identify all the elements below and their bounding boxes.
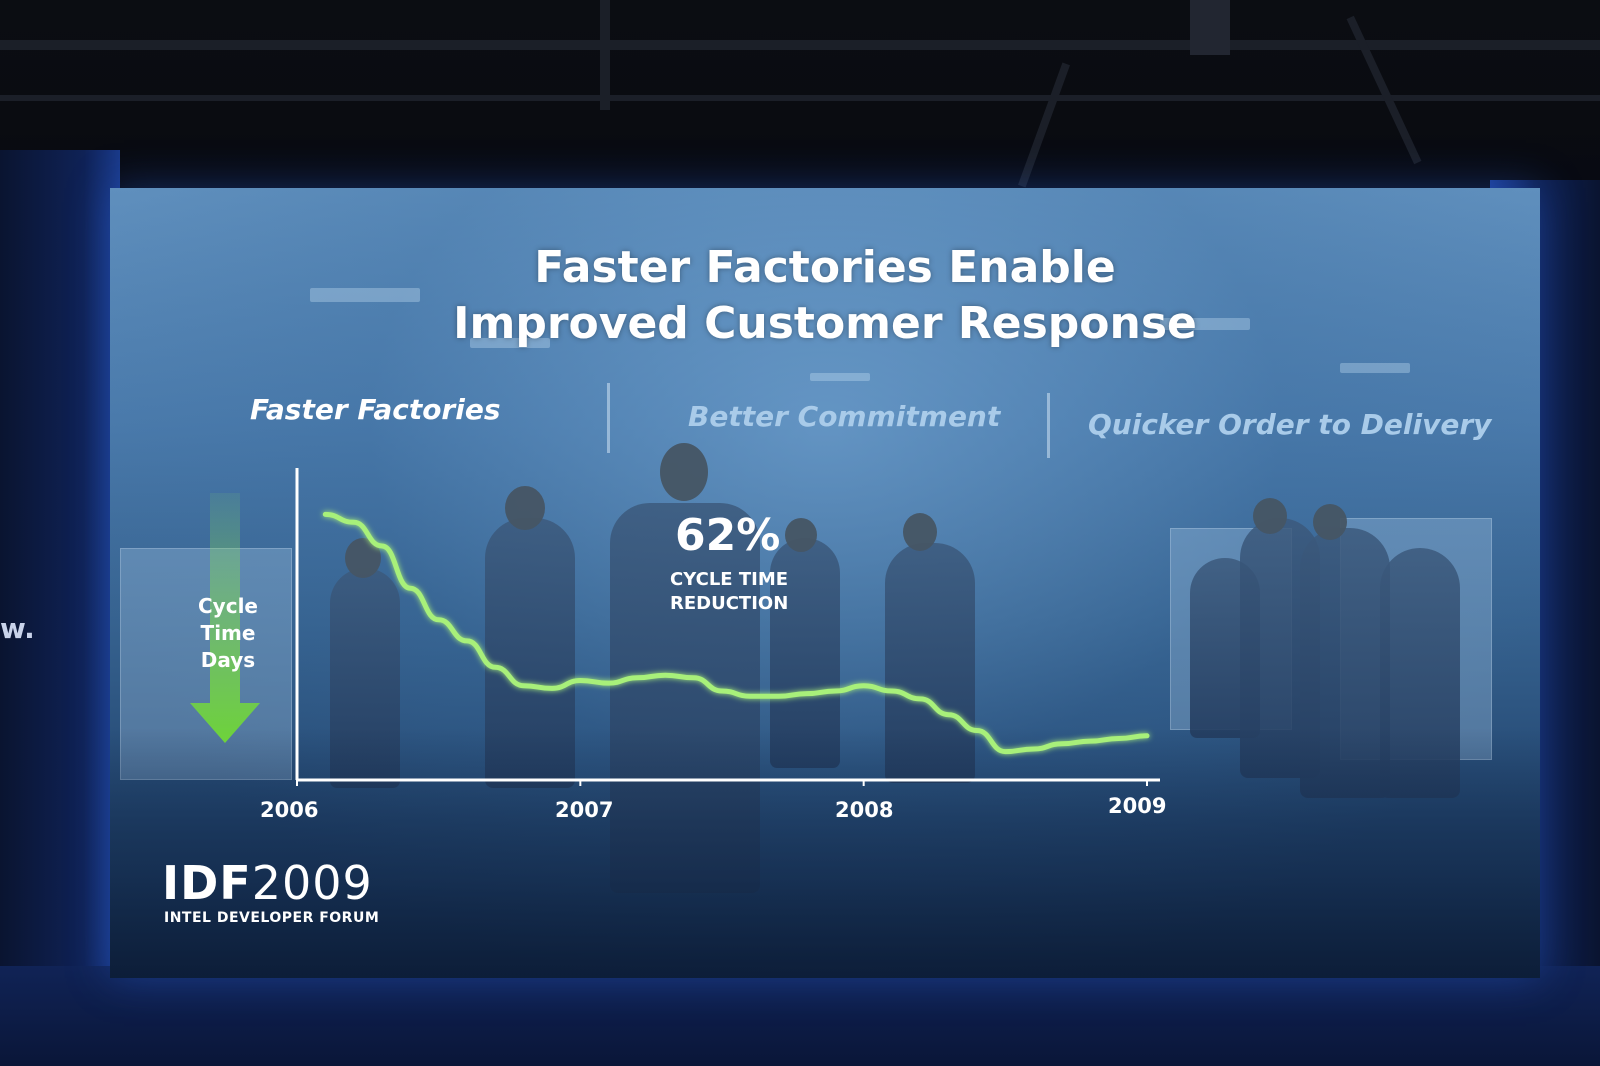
x-tick-label-2008: 2008: [835, 798, 894, 822]
callout-percent: 62%: [675, 510, 781, 561]
factory-ceiling-light: [310, 288, 420, 302]
factory-ceiling-light: [1160, 318, 1250, 330]
x-tick-label-2007: 2007: [555, 798, 614, 822]
y-axis-label: Cycle Time Days: [198, 593, 258, 674]
down-arrow-icon: [190, 493, 260, 743]
slide-title-line-2: Improved Customer Response: [453, 298, 1197, 349]
ceiling-truss: [1346, 15, 1422, 165]
column-divider: [607, 383, 610, 453]
stage-front: [0, 966, 1600, 1066]
slide-title-line-1: Faster Factories Enable: [534, 242, 1116, 293]
ceiling-truss: [1018, 62, 1070, 188]
y-axis-label-line-2: Time: [200, 621, 256, 645]
ceiling-truss: [0, 40, 1600, 50]
idf-logo-subtitle: INTEL DEVELOPER FORUM: [164, 910, 380, 926]
cycle-time-chart: [190, 468, 1160, 786]
worker-head: [785, 518, 817, 552]
wall-text: w.: [0, 612, 35, 645]
factory-floor: [110, 728, 1540, 978]
y-axis-label-line-1: Cycle: [198, 594, 258, 618]
column-heading-quicker-order-to-delivery: Quicker Order to Delivery: [1088, 408, 1492, 441]
column-heading-better-commitment: Better Commitment: [688, 400, 1001, 433]
stage-light: [1190, 0, 1230, 55]
column-heading-faster-factories: Faster Factories: [250, 393, 501, 426]
auditorium-ceiling: [0, 0, 1600, 200]
worker-head: [660, 443, 708, 501]
x-tick-label-2006: 2006: [260, 798, 319, 822]
idf-logo-bold: IDF: [162, 856, 252, 910]
idf-logo: IDF2009: [162, 856, 373, 910]
callout-caption-line-2: REDUCTION: [670, 593, 789, 614]
worker-head: [1253, 498, 1287, 534]
x-tick-label-2009: 2009: [1108, 794, 1167, 818]
cycle-time-series-line: [322, 511, 1150, 755]
column-divider: [1047, 393, 1050, 458]
left-stage-wall: [0, 150, 120, 1066]
callout-caption: CYCLE TIME REDUCTION: [670, 568, 788, 616]
worker-head: [505, 486, 545, 530]
projection-screen: Faster Factories Enable Improved Custome…: [110, 188, 1540, 978]
factory-ceiling-light: [1340, 363, 1410, 373]
ceiling-truss: [0, 95, 1600, 101]
worker-head: [903, 513, 937, 551]
x-tick-marks: [296, 780, 1148, 786]
idf-logo-year: 2009: [251, 856, 373, 910]
ceiling-truss: [600, 0, 610, 110]
factory-ceiling-light: [810, 373, 870, 381]
factory-ceiling-light: [470, 338, 550, 348]
worker-head: [1313, 504, 1347, 540]
y-axis-label-line-3: Days: [200, 648, 256, 672]
callout-caption-line-1: CYCLE TIME: [670, 569, 789, 590]
slide-title: Faster Factories Enable Improved Custome…: [110, 240, 1540, 352]
